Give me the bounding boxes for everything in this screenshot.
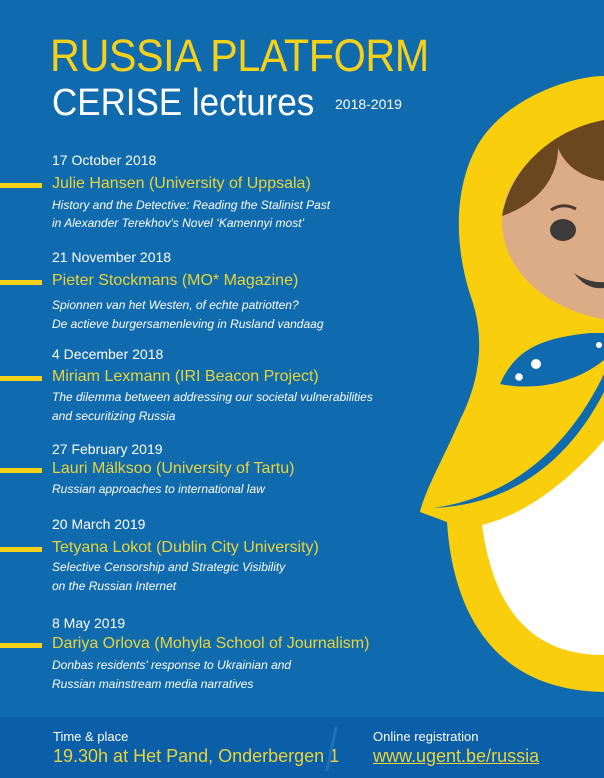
time-place-value: 19.30h at Het Pand, Onderbergen 1 — [53, 746, 340, 766]
lecture-bar — [0, 280, 42, 285]
scarf-dot — [531, 359, 541, 369]
lecture-title: Donbas residents' response to Ukrainian … — [52, 658, 292, 672]
lecture-bar — [0, 183, 42, 188]
lecture-speaker: Dariya Orlova (Mohyla School of Journali… — [52, 635, 370, 652]
academic-year: 2018-2019 — [335, 96, 402, 112]
lecture-date: 17 October 2018 — [52, 152, 157, 168]
registration-label: Online registration — [373, 729, 479, 744]
lecture-date: 27 February 2019 — [52, 441, 163, 457]
doll-scarf — [500, 333, 604, 387]
lecture-bar — [0, 468, 42, 473]
lecture-speaker: Lauri Mälksoo (University of Tartu) — [52, 460, 295, 477]
lecture-speaker: Tetyana Lokot (Dublin City University) — [52, 539, 319, 556]
doll-hair — [502, 120, 604, 216]
lecture-date: 8 May 2019 — [52, 615, 126, 631]
lecture-title: Russian approaches to international law — [52, 482, 265, 496]
title-cerise-lectures: CERISE lectures — [52, 82, 315, 124]
scarf-dot — [596, 342, 602, 348]
lecture-title: The dilemma between addressing our socie… — [52, 390, 373, 404]
lecture-title: Russian mainstream media narratives — [52, 677, 254, 691]
time-place-label: Time & place — [53, 729, 129, 744]
lecture-speaker: Pieter Stockmans (MO* Magazine) — [52, 272, 299, 289]
lecture-title: History and the Detective: Reading the S… — [52, 198, 331, 212]
lecture-bar — [0, 376, 42, 381]
lecture-title: on the Russian Internet — [52, 579, 177, 593]
lecture-title: Selective Censorship and Strategic Visib… — [52, 560, 286, 574]
doll-eye — [550, 219, 576, 241]
title-russia-platform: RUSSIA PLATFORM — [50, 30, 429, 81]
scarf-dot — [515, 373, 523, 381]
lecture-speaker: Miriam Lexmann (IRI Beacon Project) — [52, 368, 319, 385]
lecture-bar — [0, 643, 42, 648]
registration-link[interactable]: www.ugent.be/russia — [373, 746, 540, 766]
lecture-speaker: Julie Hansen (University of Uppsala) — [52, 175, 311, 192]
lecture-date: 21 November 2018 — [52, 249, 172, 265]
lecture-title: Spionnen van het Westen, of echte patrio… — [52, 298, 299, 312]
doll-white-apron — [482, 440, 604, 655]
footer: Time & place 19.30h at Het Pand, Onderbe… — [0, 717, 604, 778]
doll-blue-stripe — [433, 374, 604, 508]
lecture-title: De actieve burgersamenleving in Rusland … — [52, 317, 324, 331]
lecture-title: in Alexander Terekhov's Novel ‘Kamennyi … — [52, 216, 305, 230]
lecture-date: 4 December 2018 — [52, 346, 164, 362]
lecture-bar — [0, 547, 42, 552]
doll-smile — [574, 273, 604, 289]
lecture-date: 20 March 2019 — [52, 516, 146, 532]
lecture-title: and securitizing Russia — [52, 409, 176, 423]
doll-eyebrow — [550, 204, 577, 212]
